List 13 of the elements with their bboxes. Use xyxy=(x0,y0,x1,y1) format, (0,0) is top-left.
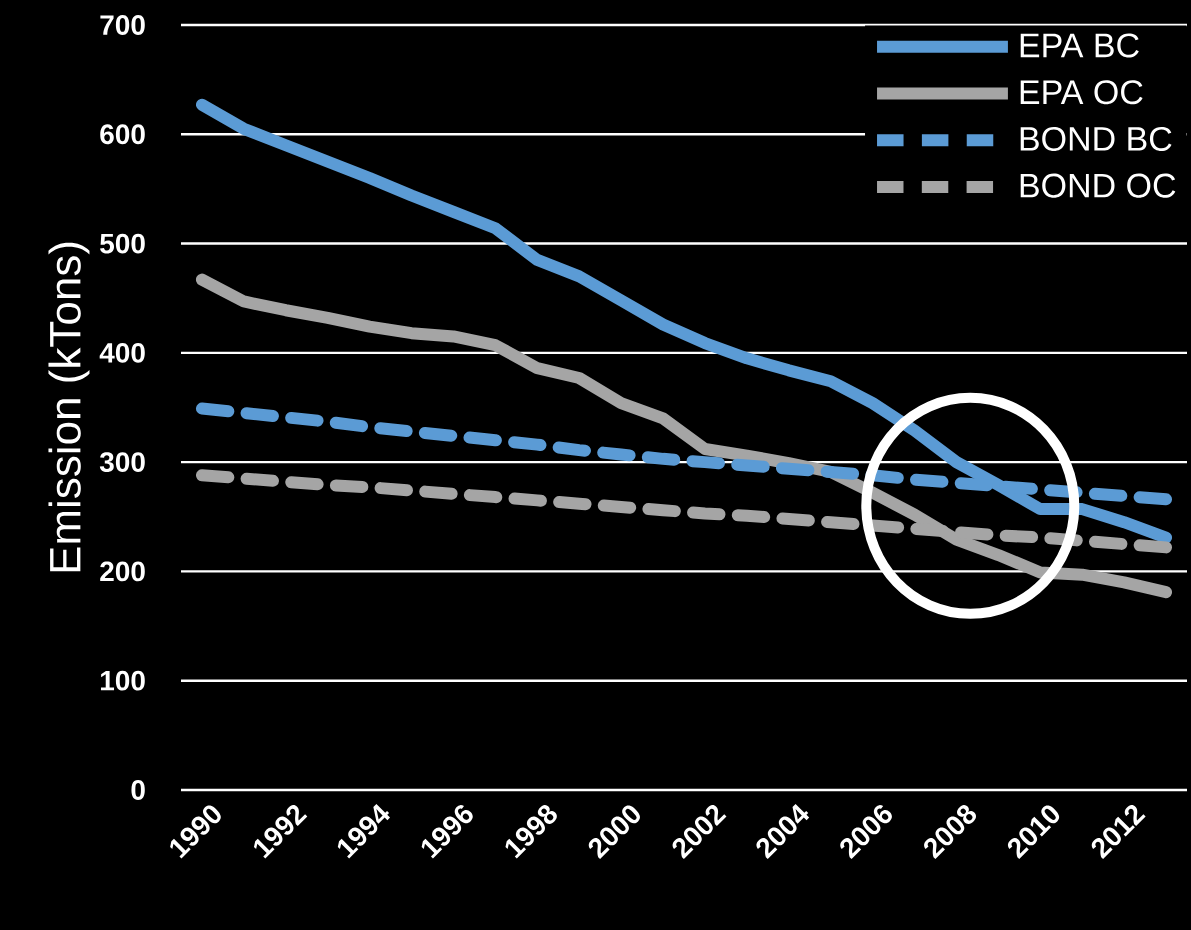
legend-label: EPA BC xyxy=(1020,33,1139,58)
y-tick-label: 700 xyxy=(100,15,145,35)
y-tick-label: 600 xyxy=(100,124,145,145)
y-tick-label: 300 xyxy=(99,452,145,473)
y-tick-label: 500 xyxy=(100,233,145,254)
legend-label: EPA OC xyxy=(1020,80,1143,105)
y-tick-label: 200 xyxy=(100,561,145,582)
legend-label: BOND BC xyxy=(1020,126,1172,151)
y-tick-label: 100 xyxy=(100,670,145,691)
legend-label: BOND OC xyxy=(1020,173,1176,198)
y-axis-title: Emission (kTons) xyxy=(48,242,90,572)
y-tick-label: 0 xyxy=(131,780,145,800)
y-tick-label: 400 xyxy=(99,342,145,363)
